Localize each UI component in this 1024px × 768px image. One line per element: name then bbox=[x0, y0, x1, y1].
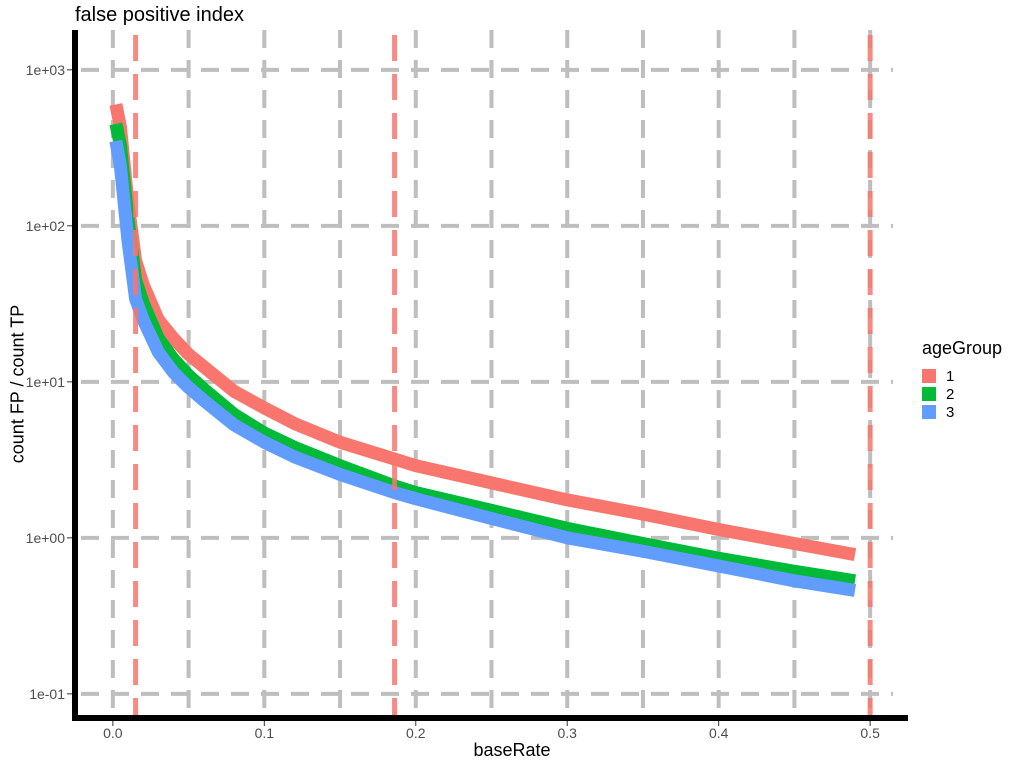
x-tick-label: 0.5 bbox=[860, 725, 880, 741]
y-tick-label: 1e+00 bbox=[26, 530, 66, 546]
legend-label: 2 bbox=[946, 385, 955, 403]
legend-item: 1 bbox=[922, 367, 1002, 385]
legend-title: ageGroup bbox=[922, 338, 1003, 358]
legend-key bbox=[922, 369, 936, 383]
legend-item: 2 bbox=[922, 385, 1002, 403]
series-line-1 bbox=[109, 103, 857, 562]
x-tick-label: 0.2 bbox=[406, 725, 426, 741]
y-tick-label: 1e+02 bbox=[26, 218, 66, 234]
legend-key bbox=[922, 387, 936, 401]
legend-key bbox=[922, 405, 936, 419]
y-tick-label: 1e+03 bbox=[26, 62, 66, 78]
series-line-3 bbox=[109, 139, 857, 597]
y-axis-label: count FP / count TP bbox=[7, 304, 28, 464]
x-tick-label: 0.0 bbox=[103, 725, 123, 741]
legend-item: 3 bbox=[922, 403, 1002, 421]
legend-label: 1 bbox=[946, 367, 955, 385]
x-axis-label: baseRate bbox=[473, 740, 551, 760]
x-tick-label: 0.3 bbox=[557, 725, 577, 741]
y-tick-label: 1e-01 bbox=[29, 686, 65, 702]
x-tick-label: 0.4 bbox=[709, 725, 729, 741]
chart-title: false positive index bbox=[75, 4, 244, 26]
x-tick-label: 0.1 bbox=[255, 725, 275, 741]
legend-label: 3 bbox=[946, 403, 955, 421]
y-tick-label: 1e+01 bbox=[26, 374, 66, 390]
